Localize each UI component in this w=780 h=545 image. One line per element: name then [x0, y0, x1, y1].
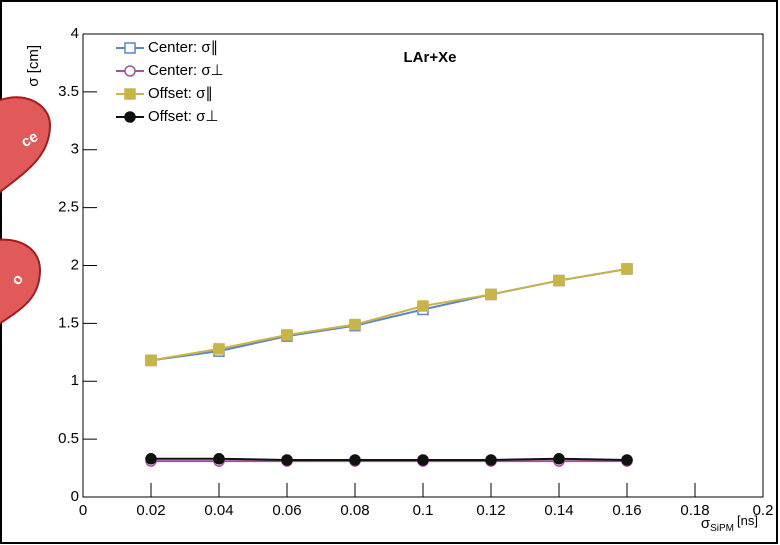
marker [621, 263, 633, 275]
x-tick-label: 0.12 [476, 502, 505, 519]
marker [281, 454, 293, 466]
legend-marker [124, 42, 136, 54]
x-tick-label: 0.2 [753, 502, 774, 519]
marker [621, 454, 633, 466]
y-tick-label: 1 [71, 372, 79, 389]
annotation-shapes: ce o [0, 96, 52, 325]
marker [417, 454, 429, 466]
x-label-unit: [ns] [737, 513, 758, 528]
y-tick-label: 4 [71, 25, 79, 42]
marker [213, 453, 225, 465]
x-tick-label: 0.1 [413, 502, 434, 519]
x-tick-label: 0.04 [204, 502, 233, 519]
marker [553, 274, 565, 287]
marker [349, 318, 361, 331]
x-tick-label: 0.08 [340, 502, 369, 519]
y-tick-label: 2 [71, 256, 79, 273]
series-line [150, 267, 628, 362]
y-tick-label: 0 [71, 488, 79, 505]
marker [553, 453, 565, 465]
legend-marker [124, 111, 136, 123]
marker [417, 300, 429, 312]
legend-marker [124, 88, 136, 100]
heart-shape [0, 96, 52, 194]
marker [281, 329, 293, 341]
legend-label: Offset: σ∥ [148, 85, 213, 102]
marker [485, 288, 497, 301]
marker [145, 453, 157, 465]
marker [145, 354, 157, 367]
x-label-subscript: SiPM [710, 523, 734, 534]
x-tick-label: 0.18 [680, 502, 709, 519]
x-tick-label: 0.02 [136, 502, 165, 519]
marker [485, 454, 497, 466]
chart-title: LAr+Xe [404, 49, 457, 66]
annotation: ce [18, 128, 41, 151]
y-tick-label: 3.5 [58, 83, 79, 100]
y-axis-label: σ [cm] [25, 45, 42, 87]
x-axis-label: σSiPM [ns] [701, 513, 758, 533]
series-line [151, 457, 628, 461]
y-tick-label: 0.5 [58, 430, 79, 447]
legend-label: Offset: σ⊥ [148, 108, 218, 125]
marker [349, 454, 361, 466]
y-tick-label: 3 [71, 141, 79, 158]
marker [213, 343, 225, 355]
legend-label: Center: σ⊥ [148, 62, 224, 79]
legend-marker [124, 65, 136, 77]
legend-label: Center: σ∥ [148, 39, 218, 56]
x-label-symbol: σ [701, 515, 711, 532]
x-tick-label: 0.06 [272, 502, 301, 519]
y-tick-label: 1.5 [58, 314, 79, 331]
y-tick-label: 2.5 [58, 199, 79, 216]
heart-shape [0, 238, 42, 325]
x-tick-label: 0.16 [612, 502, 641, 519]
x-tick-label: 0 [79, 502, 87, 519]
x-tick-label: 0.14 [544, 502, 573, 519]
